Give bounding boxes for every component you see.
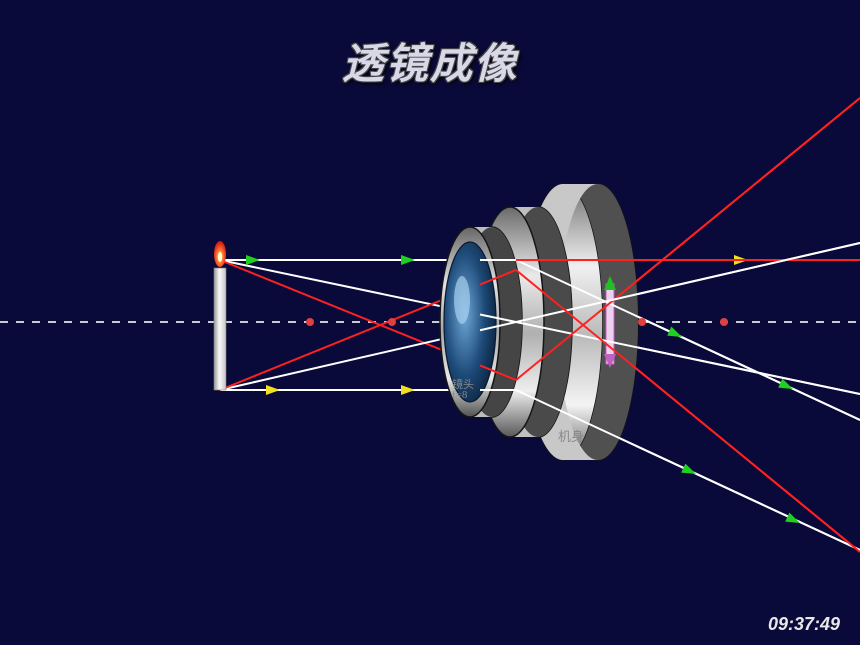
body-label: 机身 xyxy=(558,426,584,445)
optics-svg xyxy=(0,0,860,645)
page-title: 透镜成像 xyxy=(342,30,518,91)
diagram-stage: 透镜成像 镜头 f=8 机身 09:37:49 xyxy=(0,0,860,645)
timestamp: 09:37:49 xyxy=(768,614,840,635)
image-plane xyxy=(604,276,616,368)
lens-label-line2: f=8 xyxy=(452,389,467,401)
candle xyxy=(214,241,226,390)
